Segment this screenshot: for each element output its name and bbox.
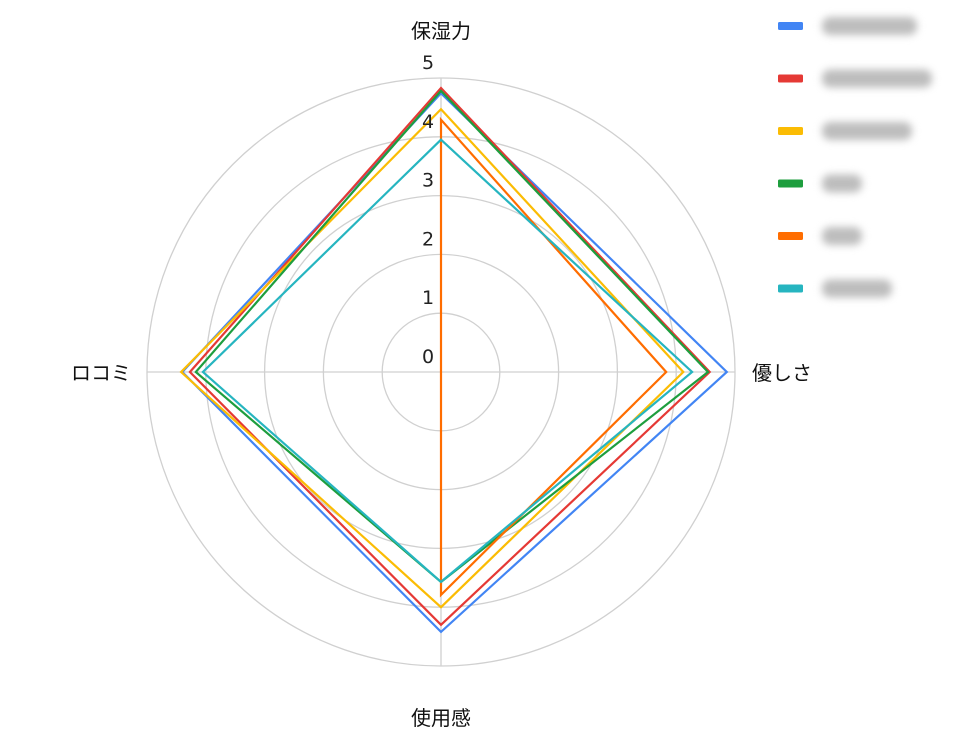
axis-label: ロコミ xyxy=(71,361,131,385)
tick-label: 1 xyxy=(422,287,434,309)
series-0-polygon xyxy=(180,91,729,634)
legend-swatch xyxy=(778,127,803,135)
legend-swatch xyxy=(778,22,803,30)
legend-item xyxy=(778,17,917,35)
legend-label-blurred xyxy=(822,69,932,88)
tick-label: 3 xyxy=(422,170,434,192)
series-5-polygon xyxy=(201,138,694,584)
tick-label: 4 xyxy=(422,111,434,133)
legend-swatch xyxy=(778,284,803,293)
series-1-polygon xyxy=(188,86,712,627)
legend-item xyxy=(778,69,932,88)
tick-label: 2 xyxy=(422,228,434,250)
legend-swatch xyxy=(778,179,803,188)
legend-label-blurred xyxy=(822,174,862,193)
legend-item xyxy=(778,227,862,245)
tick-label: 0 xyxy=(422,346,434,368)
legend-item xyxy=(778,174,862,193)
legend-label-blurred xyxy=(822,227,862,245)
legend-item xyxy=(778,122,912,140)
legend-label-blurred xyxy=(822,122,912,140)
series-4-polygon xyxy=(439,116,668,598)
legend-swatch xyxy=(778,74,803,83)
legend-label-blurred xyxy=(822,17,917,35)
axis-label: 使用感 xyxy=(411,706,471,730)
series-2-polygon xyxy=(179,107,685,609)
axis-label: 優しさ xyxy=(752,361,812,385)
axis-label: 保湿力 xyxy=(411,19,471,43)
legend-swatch xyxy=(778,232,803,240)
series-3-polygon xyxy=(194,89,710,584)
legend-label-blurred xyxy=(822,279,892,298)
legend-item xyxy=(778,279,892,298)
tick-label: 5 xyxy=(422,52,434,74)
